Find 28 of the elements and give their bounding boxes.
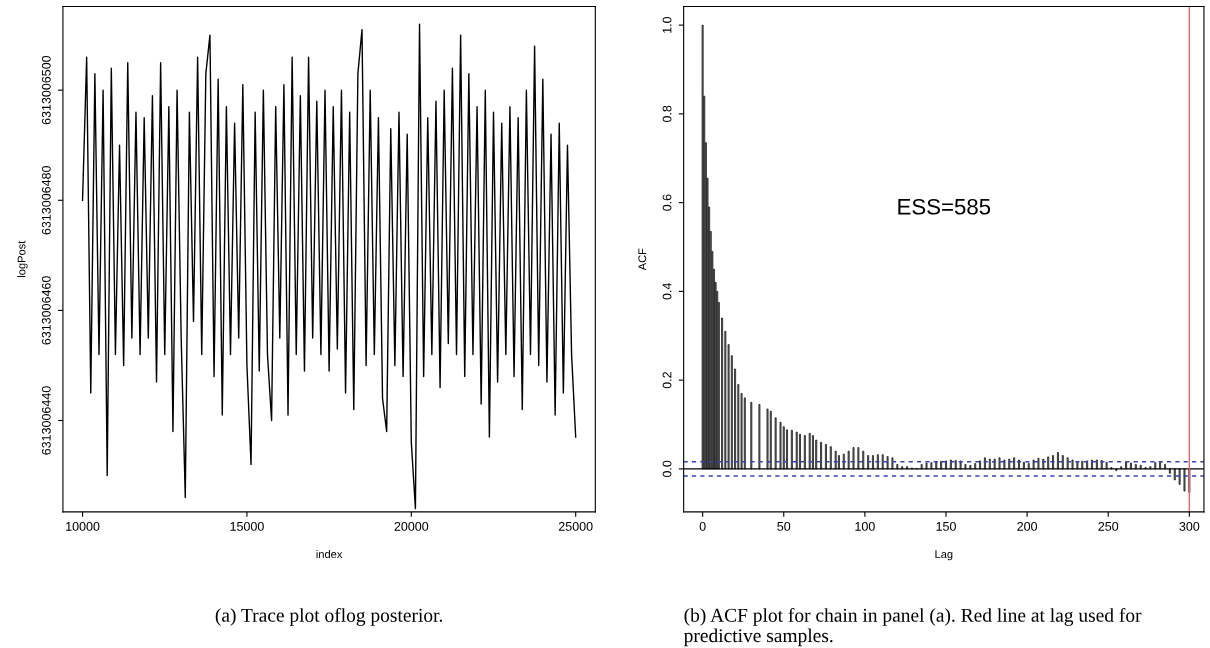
text: (b) ACF plot for chain in panel (a). Red line at lag used for predictive samples. xyxy=(683,607,1142,647)
y-tick-label: 6313006440 xyxy=(41,386,51,455)
x-axis-title: Lag xyxy=(935,550,953,561)
y-tick-label: 6313006480 xyxy=(41,166,51,235)
x-tick-label: 250 xyxy=(1098,521,1119,531)
y-axis-title: ACF xyxy=(638,248,647,271)
text: (a) Trace plot oflog posterior. xyxy=(215,607,443,626)
y-tick-label: 0.2 xyxy=(662,372,672,389)
y-tick-label: 0.8 xyxy=(662,105,672,123)
x-tick-label: 15000 xyxy=(230,521,264,531)
x-tick-label: 200 xyxy=(1017,521,1038,531)
annotation: ESS=585 xyxy=(898,198,991,215)
y-axis-title: logPost xyxy=(17,240,28,277)
y-tick-label: 6313006500 xyxy=(41,55,51,125)
x-tick-label: 10000 xyxy=(66,521,100,531)
x-tick-label: 100 xyxy=(855,521,875,531)
y-tick-label: 1.0 xyxy=(662,16,672,33)
x-axis-title: index xyxy=(316,549,343,559)
x-tick-label: 150 xyxy=(936,521,956,531)
x-tick-label: 20000 xyxy=(394,521,429,531)
y-tick-label: 0.4 xyxy=(662,283,672,300)
x-tick-label: 50 xyxy=(777,521,791,531)
y-tick-label: 6313006460 xyxy=(41,276,51,345)
x-tick-label: 300 xyxy=(1179,521,1200,531)
x-tick-label: 25000 xyxy=(558,521,593,531)
y-tick-label: 0.6 xyxy=(662,194,672,211)
x-tick-label: 0 xyxy=(699,521,706,531)
y-tick-label: 0.0 xyxy=(662,460,672,478)
